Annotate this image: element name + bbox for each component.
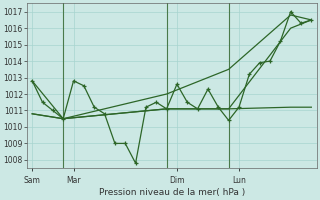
X-axis label: Pression niveau de la mer( hPa ): Pression niveau de la mer( hPa ) [99, 188, 245, 197]
